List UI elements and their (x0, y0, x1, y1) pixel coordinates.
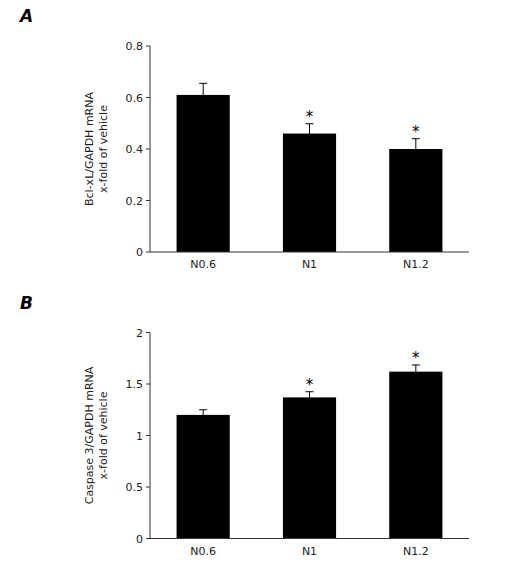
y-tick (146, 200, 150, 201)
y-tick-label: 0.5 (126, 481, 144, 494)
error-bar (306, 124, 314, 144)
y-tick-label: 0.4 (126, 143, 144, 156)
error-bar (412, 139, 420, 160)
y-tick-label: 0.6 (126, 92, 144, 105)
significance-marker: * (412, 349, 420, 367)
x-axis (150, 252, 469, 253)
error-bar (199, 83, 207, 106)
y-tick (146, 149, 150, 150)
bar (389, 149, 442, 252)
significance-marker: * (412, 123, 420, 141)
bar (283, 134, 336, 252)
y-tick (146, 487, 150, 488)
panel: A * * 0 0.2 0.4 0.6 0.8 N0.6 N1 N1.2 Bcl-xL/GAPDH m… (18, 6, 469, 271)
y-axis-label: Bcl-xL/GAPDH mRNAx-fold of vehicle (83, 92, 110, 206)
y-tick (146, 538, 150, 539)
significance-marker: * (306, 108, 314, 126)
significance-marker: * (306, 376, 314, 394)
y-tick-label: 0.2 (126, 195, 144, 208)
bar (177, 95, 230, 252)
panel-label: B (20, 293, 33, 313)
y-tick-label: 0 (136, 246, 143, 259)
panel: B * * 0 0.5 1 1.5 2 N0.6 N1 N1.2 Caspase 3/GAPDH mR… (20, 293, 469, 558)
y-tick (146, 97, 150, 98)
y-tick-label: 0.8 (126, 40, 144, 53)
x-axis (150, 538, 469, 539)
x-tick-label: N0.6 (190, 258, 216, 271)
x-tick-label: N1.2 (403, 545, 429, 558)
y-tick (146, 46, 150, 47)
y-tick-label: 0 (136, 533, 143, 546)
y-tick-label: 1 (136, 430, 143, 443)
x-tick-label: N0.6 (190, 545, 216, 558)
y-axis-label: Caspase 3/GAPDH mRNAx-fold of vehicle (83, 366, 110, 504)
y-tick-label: 2 (136, 327, 143, 340)
bars (177, 365, 443, 539)
x-tick-label: N1 (302, 258, 317, 271)
y-tick (146, 252, 150, 253)
error-bar (412, 365, 420, 378)
y-axis-label-line: Caspase 3/GAPDH mRNA (83, 366, 96, 504)
error-bar (199, 410, 207, 420)
bar (389, 372, 442, 539)
y-tick (146, 384, 150, 385)
bar (283, 397, 336, 538)
bar (177, 415, 230, 539)
x-tick-label: N1 (302, 545, 317, 558)
y-tick (146, 332, 150, 333)
figure: A * * 0 0.2 0.4 0.6 0.8 N0.6 N1 N1.2 Bcl-xL/GAPDH m… (0, 0, 509, 573)
y-axis-label-line: Bcl-xL/GAPDH mRNA (83, 92, 96, 206)
y-tick-label: 1.5 (126, 378, 144, 391)
y-tick (146, 435, 150, 436)
y-axis-label-line: x-fold of vehicle (97, 105, 110, 193)
y-axis-label-line: x-fold of vehicle (97, 391, 110, 479)
bars (177, 83, 443, 252)
x-tick-label: N1.2 (403, 258, 429, 271)
panel-label: A (18, 6, 33, 26)
